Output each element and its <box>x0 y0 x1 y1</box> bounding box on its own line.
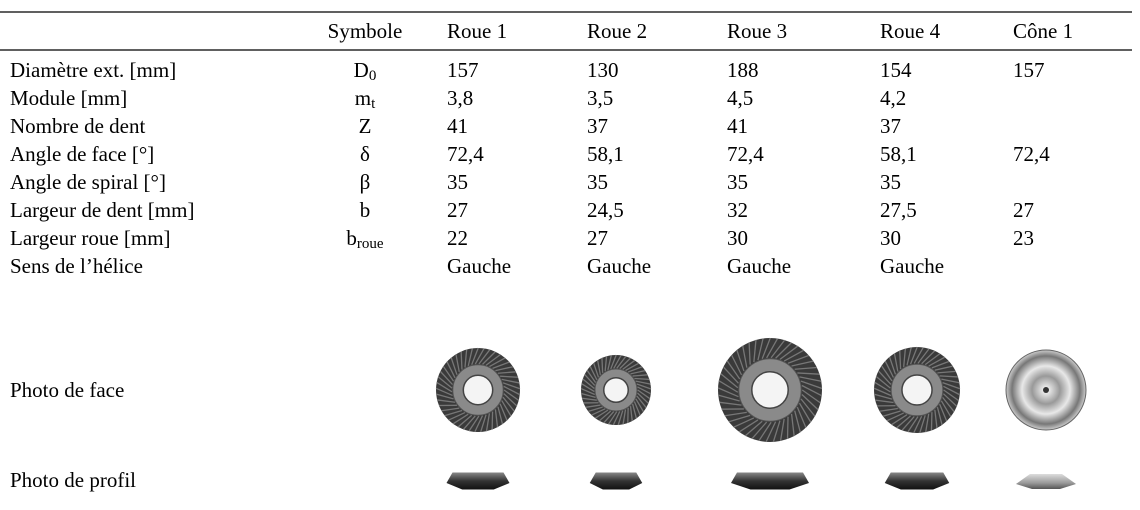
row-label: Angle de spiral [°] <box>10 170 166 194</box>
cell: 37 <box>880 114 901 138</box>
cell: 41 <box>447 114 468 138</box>
row-label: Nombre de dent <box>10 114 145 138</box>
symbol-base: β <box>360 170 371 194</box>
symbol-base: m <box>355 86 371 110</box>
symbol: D0 <box>354 58 377 85</box>
cell: Gauche <box>587 254 651 278</box>
symbol: Z <box>359 114 372 138</box>
gear-profile <box>447 473 510 490</box>
gear-tooth <box>461 352 462 370</box>
column-header: Roue 4 <box>880 19 941 43</box>
cell: 22 <box>447 226 468 250</box>
cell: 157 <box>447 58 479 82</box>
cell: 72,4 <box>1013 142 1050 166</box>
symbol-base: b <box>360 198 371 222</box>
row-label: Sens de l’hélice <box>10 254 143 278</box>
cell: Gauche <box>880 254 944 278</box>
column-header: Roue 1 <box>447 19 507 43</box>
cell: 27 <box>447 198 468 222</box>
cell: 130 <box>587 58 619 82</box>
gear-tooth <box>634 379 649 380</box>
symbol-base: D <box>354 58 369 82</box>
symbol-base: b <box>346 226 357 250</box>
cell: 72,4 <box>447 142 484 166</box>
row-label: Photo de face <box>10 378 124 402</box>
symbol-sub: t <box>371 96 376 112</box>
symbol-sub: 0 <box>369 68 377 84</box>
gear-profile <box>885 473 950 490</box>
gear-profile <box>590 473 643 490</box>
row-label: Largeur roue [mm] <box>10 226 171 250</box>
gear-bore <box>752 372 788 408</box>
cone-profile <box>1016 474 1076 489</box>
gear-tooth <box>602 358 603 373</box>
gear-bore <box>604 378 629 403</box>
symbol: broue <box>346 226 383 253</box>
symbol-base: δ <box>360 142 370 166</box>
column-header: Cône 1 <box>1013 19 1073 43</box>
symbol-sub: roue <box>357 236 384 252</box>
row-label: Largeur de dent [mm] <box>10 198 194 222</box>
cell: 188 <box>727 58 759 82</box>
cell: 24,5 <box>587 198 624 222</box>
cell: 35 <box>447 170 468 194</box>
row-label: Module [mm] <box>10 86 127 110</box>
cell: 32 <box>727 198 748 222</box>
column-header: Symbole <box>328 19 403 43</box>
cell: 23 <box>1013 226 1034 250</box>
cell: 30 <box>880 226 901 250</box>
cell: 30 <box>727 226 748 250</box>
cell: 3,8 <box>447 86 473 110</box>
cell: 72,4 <box>727 142 764 166</box>
gear-profile <box>731 473 809 490</box>
cell: 37 <box>587 114 608 138</box>
cell: Gauche <box>727 254 791 278</box>
gear-bore <box>902 375 932 405</box>
cell: 3,5 <box>587 86 613 110</box>
gear-tooth <box>788 417 789 439</box>
symbol-base: Z <box>359 114 372 138</box>
cell: 35 <box>727 170 748 194</box>
symbol: δ <box>360 142 370 166</box>
cell: 27 <box>1013 198 1034 222</box>
cell: 157 <box>1013 58 1045 82</box>
cell: 4,5 <box>727 86 753 110</box>
cell: 35 <box>587 170 608 194</box>
cell: Gauche <box>447 254 511 278</box>
row-label: Angle de face [°] <box>10 142 154 166</box>
symbol: β <box>360 170 371 194</box>
cell: 27 <box>587 226 608 250</box>
gear-tooth <box>900 351 901 369</box>
cone-center <box>1043 387 1049 393</box>
row-label: Diamètre ext. [mm] <box>10 58 176 82</box>
cell: 27,5 <box>880 198 917 222</box>
column-header: Roue 3 <box>727 19 787 43</box>
symbol: b <box>360 198 371 222</box>
cell: 58,1 <box>587 142 624 166</box>
row-label: Photo de profil <box>10 468 136 492</box>
cell: 4,2 <box>880 86 906 110</box>
cell: 35 <box>880 170 901 194</box>
symbol: mt <box>355 86 376 113</box>
cell: 154 <box>880 58 912 82</box>
gear-bore <box>463 375 492 404</box>
cell: 58,1 <box>880 142 917 166</box>
cell: 41 <box>727 114 748 138</box>
column-header: Roue 2 <box>587 19 647 43</box>
